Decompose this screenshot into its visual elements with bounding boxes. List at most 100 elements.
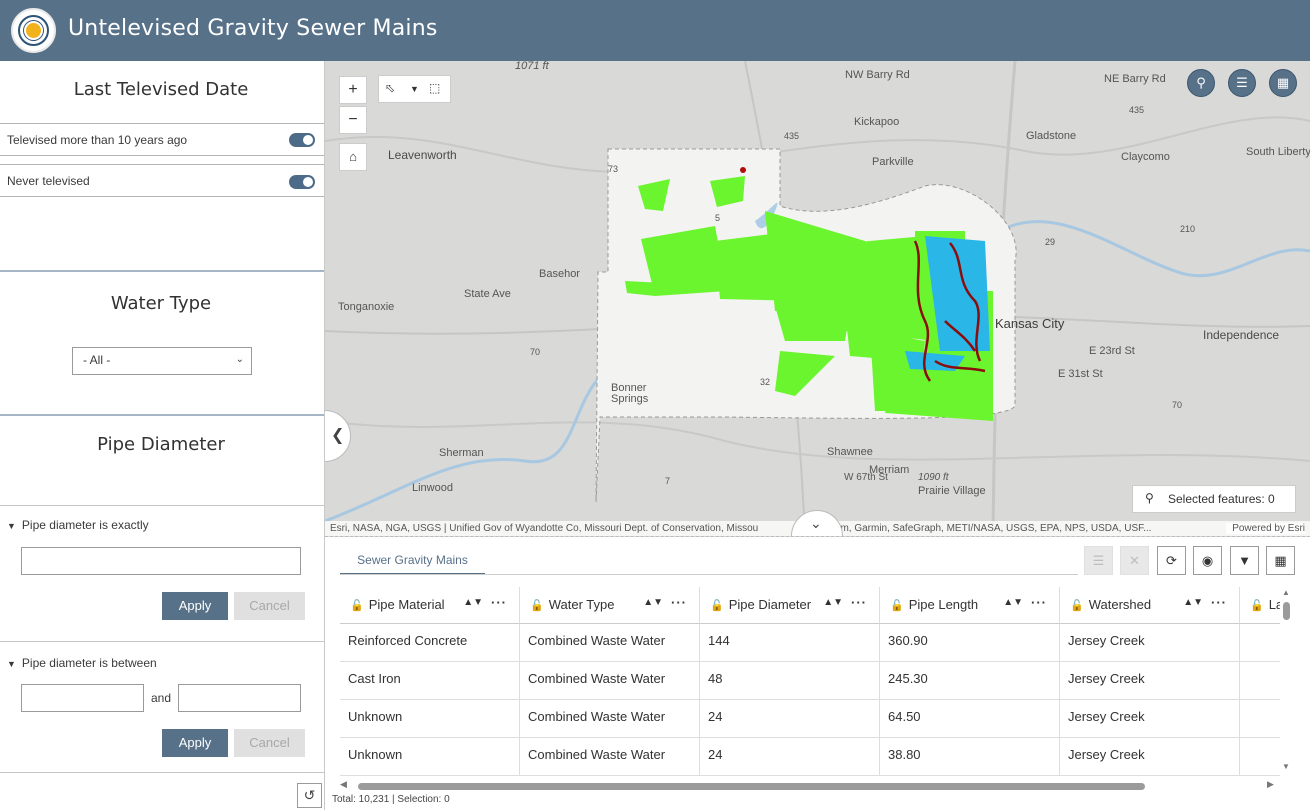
- table-cell[interactable]: Combined Waste Water: [520, 738, 700, 776]
- chevron-down-icon: ⌄: [810, 515, 822, 531]
- never-televised-label: Never televised: [7, 174, 90, 188]
- select-pointer-icon[interactable]: ⬁: [385, 81, 396, 95]
- table-cell[interactable]: 144: [700, 624, 880, 662]
- clear-selection-button[interactable]: ✕: [1120, 546, 1149, 575]
- scroll-thumb[interactable]: [358, 783, 1145, 790]
- clear-selection-icon: ✕: [1129, 553, 1140, 568]
- scroll-up-icon[interactable]: ▲: [1282, 588, 1290, 597]
- selected-features-text: Selected features: 0: [1168, 492, 1275, 506]
- basemap-gallery-button[interactable]: ▦: [1269, 69, 1297, 97]
- column-header-pipe-material[interactable]: 🔓 Pipe Material ▲▼ ···: [340, 587, 520, 624]
- tab-sewer-gravity-mains[interactable]: Sewer Gravity Mains: [340, 549, 485, 575]
- layers-icon: ☰: [1236, 75, 1248, 90]
- column-header-last[interactable]: 🔓 La: [1240, 587, 1280, 624]
- table-cell[interactable]: 24: [700, 700, 880, 738]
- more-icon[interactable]: ···: [1031, 595, 1047, 610]
- city-label: Kansas City: [995, 316, 1065, 331]
- layers-button[interactable]: ☰: [1228, 69, 1256, 97]
- column-header-water-type[interactable]: 🔓 Water Type ▲▼ ···: [520, 587, 700, 624]
- vertical-scrollbar[interactable]: ▲ ▼: [1282, 588, 1292, 778]
- filter-button[interactable]: ▼: [1230, 546, 1259, 575]
- show-selected-button[interactable]: ☰: [1084, 546, 1113, 575]
- sort-icon[interactable]: ▲▼: [1183, 597, 1203, 608]
- table-cell[interactable]: [1240, 624, 1280, 662]
- horizontal-scrollbar[interactable]: ◀ ▶: [340, 779, 1290, 791]
- table-cell[interactable]: 64.50: [880, 700, 1060, 738]
- sort-icon[interactable]: ▲▼: [463, 597, 483, 608]
- table-cell[interactable]: Jersey Creek: [1060, 738, 1240, 776]
- attribution-text-tail: TomTom, Garmin, SafeGraph, METI/NASA, US…: [811, 523, 1152, 534]
- table-cell[interactable]: 38.80: [880, 738, 1060, 776]
- table-cell[interactable]: Combined Waste Water: [520, 624, 700, 662]
- table-cell[interactable]: [1240, 700, 1280, 738]
- reset-filters-button[interactable]: ↺: [297, 783, 322, 808]
- table-cell[interactable]: Cast Iron: [340, 662, 520, 700]
- lock-icon: 🔓: [710, 600, 724, 612]
- sort-icon[interactable]: ▲▼: [1003, 597, 1023, 608]
- more-icon[interactable]: ···: [671, 595, 687, 610]
- column-header-label: Water Type: [548, 597, 615, 612]
- powered-by-esri[interactable]: Powered by Esri: [1226, 523, 1305, 534]
- more-icon[interactable]: ···: [1211, 595, 1227, 610]
- cancel-exactly-button[interactable]: Cancel: [234, 592, 305, 620]
- more-icon[interactable]: ···: [851, 595, 867, 610]
- and-label: and: [151, 691, 172, 705]
- sort-icon[interactable]: ▲▼: [643, 597, 663, 608]
- table-cell[interactable]: 360.90: [880, 624, 1060, 662]
- column-header-watershed[interactable]: 🔓 Watershed ▲▼ ···: [1060, 587, 1240, 624]
- diameter-exactly-expander[interactable]: ▼ Pipe diameter is exactly: [7, 518, 149, 532]
- column-header-pipe-length[interactable]: 🔓 Pipe Length ▲▼ ···: [880, 587, 1060, 624]
- table-cell[interactable]: 48: [700, 662, 880, 700]
- show-hide-columns-button[interactable]: ◉: [1193, 546, 1222, 575]
- table-cell[interactable]: Jersey Creek: [1060, 624, 1240, 662]
- search-icon: ⚲: [1196, 75, 1206, 90]
- diameter-min-input[interactable]: [21, 684, 144, 712]
- zoom-out-button[interactable]: −: [339, 106, 367, 134]
- diameter-between-expander[interactable]: ▼ Pipe diameter is between: [7, 656, 157, 670]
- apply-exactly-button[interactable]: Apply: [162, 592, 228, 620]
- table-cell[interactable]: Jersey Creek: [1060, 662, 1240, 700]
- never-televised-toggle[interactable]: [289, 175, 315, 189]
- road-label: W 67th St: [844, 472, 888, 483]
- column-header-label: Watershed: [1088, 597, 1152, 612]
- zoom-in-button[interactable]: +: [339, 76, 367, 104]
- table-cell[interactable]: Combined Waste Water: [520, 662, 700, 700]
- lock-icon: 🔓: [350, 600, 364, 612]
- chevron-down-icon[interactable]: ▼: [410, 84, 419, 94]
- table-cell[interactable]: Unknown: [340, 700, 520, 738]
- attribution-text: Esri, NASA, NGA, USGS | Unified Gov of W…: [330, 523, 759, 534]
- diameter-exactly-input[interactable]: [21, 547, 301, 575]
- cancel-between-button[interactable]: Cancel: [234, 729, 305, 757]
- televised-10-years-toggle[interactable]: [289, 133, 315, 147]
- select-tool[interactable]: ⬁ ▼ ⬚: [378, 75, 451, 103]
- refresh-button[interactable]: ⟳: [1157, 546, 1186, 575]
- table-cell[interactable]: Jersey Creek: [1060, 700, 1240, 738]
- apply-between-button[interactable]: Apply: [162, 729, 228, 757]
- section-divider: [0, 270, 324, 272]
- table-cell[interactable]: 245.30: [880, 662, 1060, 700]
- table-cell[interactable]: [1240, 662, 1280, 700]
- column-header-pipe-diameter[interactable]: 🔓 Pipe Diameter ▲▼ ···: [700, 587, 880, 624]
- search-button[interactable]: ⚲: [1187, 69, 1215, 97]
- table-cell[interactable]: [1240, 738, 1280, 776]
- scroll-left-icon[interactable]: ◀: [340, 779, 347, 789]
- home-button[interactable]: ⌂: [339, 143, 367, 171]
- sort-icon[interactable]: ▲▼: [823, 597, 843, 608]
- clear-selection-icon[interactable]: ⬚: [429, 81, 441, 95]
- water-type-select[interactable]: - All - ⌄: [72, 347, 252, 375]
- map-view[interactable]: 1071 ft Leavenworth NW Barry Rd NE Barry…: [325, 61, 1310, 537]
- table-cell[interactable]: 24: [700, 738, 880, 776]
- table-cell[interactable]: Unknown: [340, 738, 520, 776]
- scroll-down-icon[interactable]: ▼: [1282, 762, 1290, 771]
- diameter-max-input[interactable]: [178, 684, 301, 712]
- scroll-right-icon[interactable]: ▶: [1267, 779, 1274, 789]
- table-cell[interactable]: Reinforced Concrete: [340, 624, 520, 662]
- selected-features-indicator[interactable]: ⚲ Selected features: 0: [1132, 485, 1296, 513]
- route-shield: 32: [760, 377, 771, 387]
- scroll-thumb[interactable]: [1283, 602, 1290, 620]
- more-options-button[interactable]: ▦: [1266, 546, 1295, 575]
- attribute-table-panel: Sewer Gravity Mains ☰ ✕ ⟳ ◉ ▼ ▦ 🔓 Pipe Ma…: [325, 537, 1310, 810]
- place-label: Gladstone: [1026, 130, 1077, 142]
- more-icon[interactable]: ···: [491, 595, 507, 610]
- table-cell[interactable]: Combined Waste Water: [520, 700, 700, 738]
